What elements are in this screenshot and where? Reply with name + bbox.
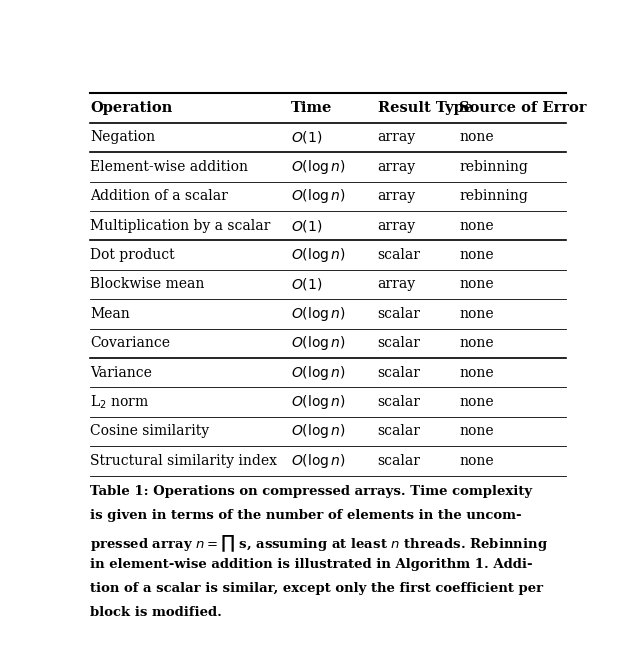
Text: Element-wise addition: Element-wise addition <box>90 160 248 174</box>
Text: scalar: scalar <box>378 248 420 262</box>
Text: Table 1: Operations on compressed arrays. Time complexity: Table 1: Operations on compressed arrays… <box>90 485 532 498</box>
Text: Source of Error: Source of Error <box>460 101 587 115</box>
Text: $O(1)$: $O(1)$ <box>291 277 322 292</box>
Text: tion of a scalar is similar, except only the first coefficient per: tion of a scalar is similar, except only… <box>90 582 543 595</box>
Text: none: none <box>460 307 494 321</box>
Text: array: array <box>378 218 416 232</box>
Text: none: none <box>460 277 494 291</box>
Text: array: array <box>378 189 416 203</box>
Text: array: array <box>378 160 416 174</box>
Text: Result Type: Result Type <box>378 101 473 115</box>
Text: rebinning: rebinning <box>460 160 528 174</box>
Text: Blockwise mean: Blockwise mean <box>90 277 204 291</box>
Text: scalar: scalar <box>378 366 420 380</box>
Text: Dot product: Dot product <box>90 248 175 262</box>
Text: array: array <box>378 277 416 291</box>
Text: Mean: Mean <box>90 307 130 321</box>
Text: scalar: scalar <box>378 454 420 468</box>
Text: $O(\log n)$: $O(\log n)$ <box>291 246 346 264</box>
Text: array: array <box>378 131 416 145</box>
Text: Cosine similarity: Cosine similarity <box>90 425 209 438</box>
Text: pressed array $n = \prod$ s, assuming at least $n$ threads. Rebinning: pressed array $n = \prod$ s, assuming at… <box>90 533 548 554</box>
Text: Variance: Variance <box>90 366 152 380</box>
Text: $O(\log n)$: $O(\log n)$ <box>291 334 346 352</box>
Text: block is modified.: block is modified. <box>90 606 222 619</box>
Text: $O(\log n)$: $O(\log n)$ <box>291 423 346 440</box>
Text: is given in terms of the number of elements in the uncom-: is given in terms of the number of eleme… <box>90 509 522 522</box>
Text: $O(\log n)$: $O(\log n)$ <box>291 364 346 382</box>
Text: none: none <box>460 454 494 468</box>
Text: none: none <box>460 336 494 350</box>
Text: none: none <box>460 131 494 145</box>
Text: $O(1)$: $O(1)$ <box>291 129 322 145</box>
Text: none: none <box>460 395 494 409</box>
Text: in element-wise addition is illustrated in Algorithm 1. Addi-: in element-wise addition is illustrated … <box>90 557 532 571</box>
Text: scalar: scalar <box>378 336 420 350</box>
Text: scalar: scalar <box>378 395 420 409</box>
Text: Operation: Operation <box>90 101 172 115</box>
Text: $O(\log n)$: $O(\log n)$ <box>291 187 346 205</box>
Text: none: none <box>460 425 494 438</box>
Text: Negation: Negation <box>90 131 155 145</box>
Text: none: none <box>460 366 494 380</box>
Text: none: none <box>460 218 494 232</box>
Text: $O(\log n)$: $O(\log n)$ <box>291 305 346 323</box>
Text: none: none <box>460 248 494 262</box>
Text: $O(\log n)$: $O(\log n)$ <box>291 158 346 176</box>
Text: Covariance: Covariance <box>90 336 170 350</box>
Text: Time: Time <box>291 101 332 115</box>
Text: $O(1)$: $O(1)$ <box>291 218 322 234</box>
Text: Addition of a scalar: Addition of a scalar <box>90 189 228 203</box>
Text: $O(\log n)$: $O(\log n)$ <box>291 452 346 470</box>
Text: scalar: scalar <box>378 425 420 438</box>
Text: Structural similarity index: Structural similarity index <box>90 454 277 468</box>
Text: Multiplication by a scalar: Multiplication by a scalar <box>90 218 270 232</box>
Text: L$_2$ norm: L$_2$ norm <box>90 393 149 411</box>
Text: $O(\log n)$: $O(\log n)$ <box>291 393 346 411</box>
Text: rebinning: rebinning <box>460 189 528 203</box>
Text: scalar: scalar <box>378 307 420 321</box>
